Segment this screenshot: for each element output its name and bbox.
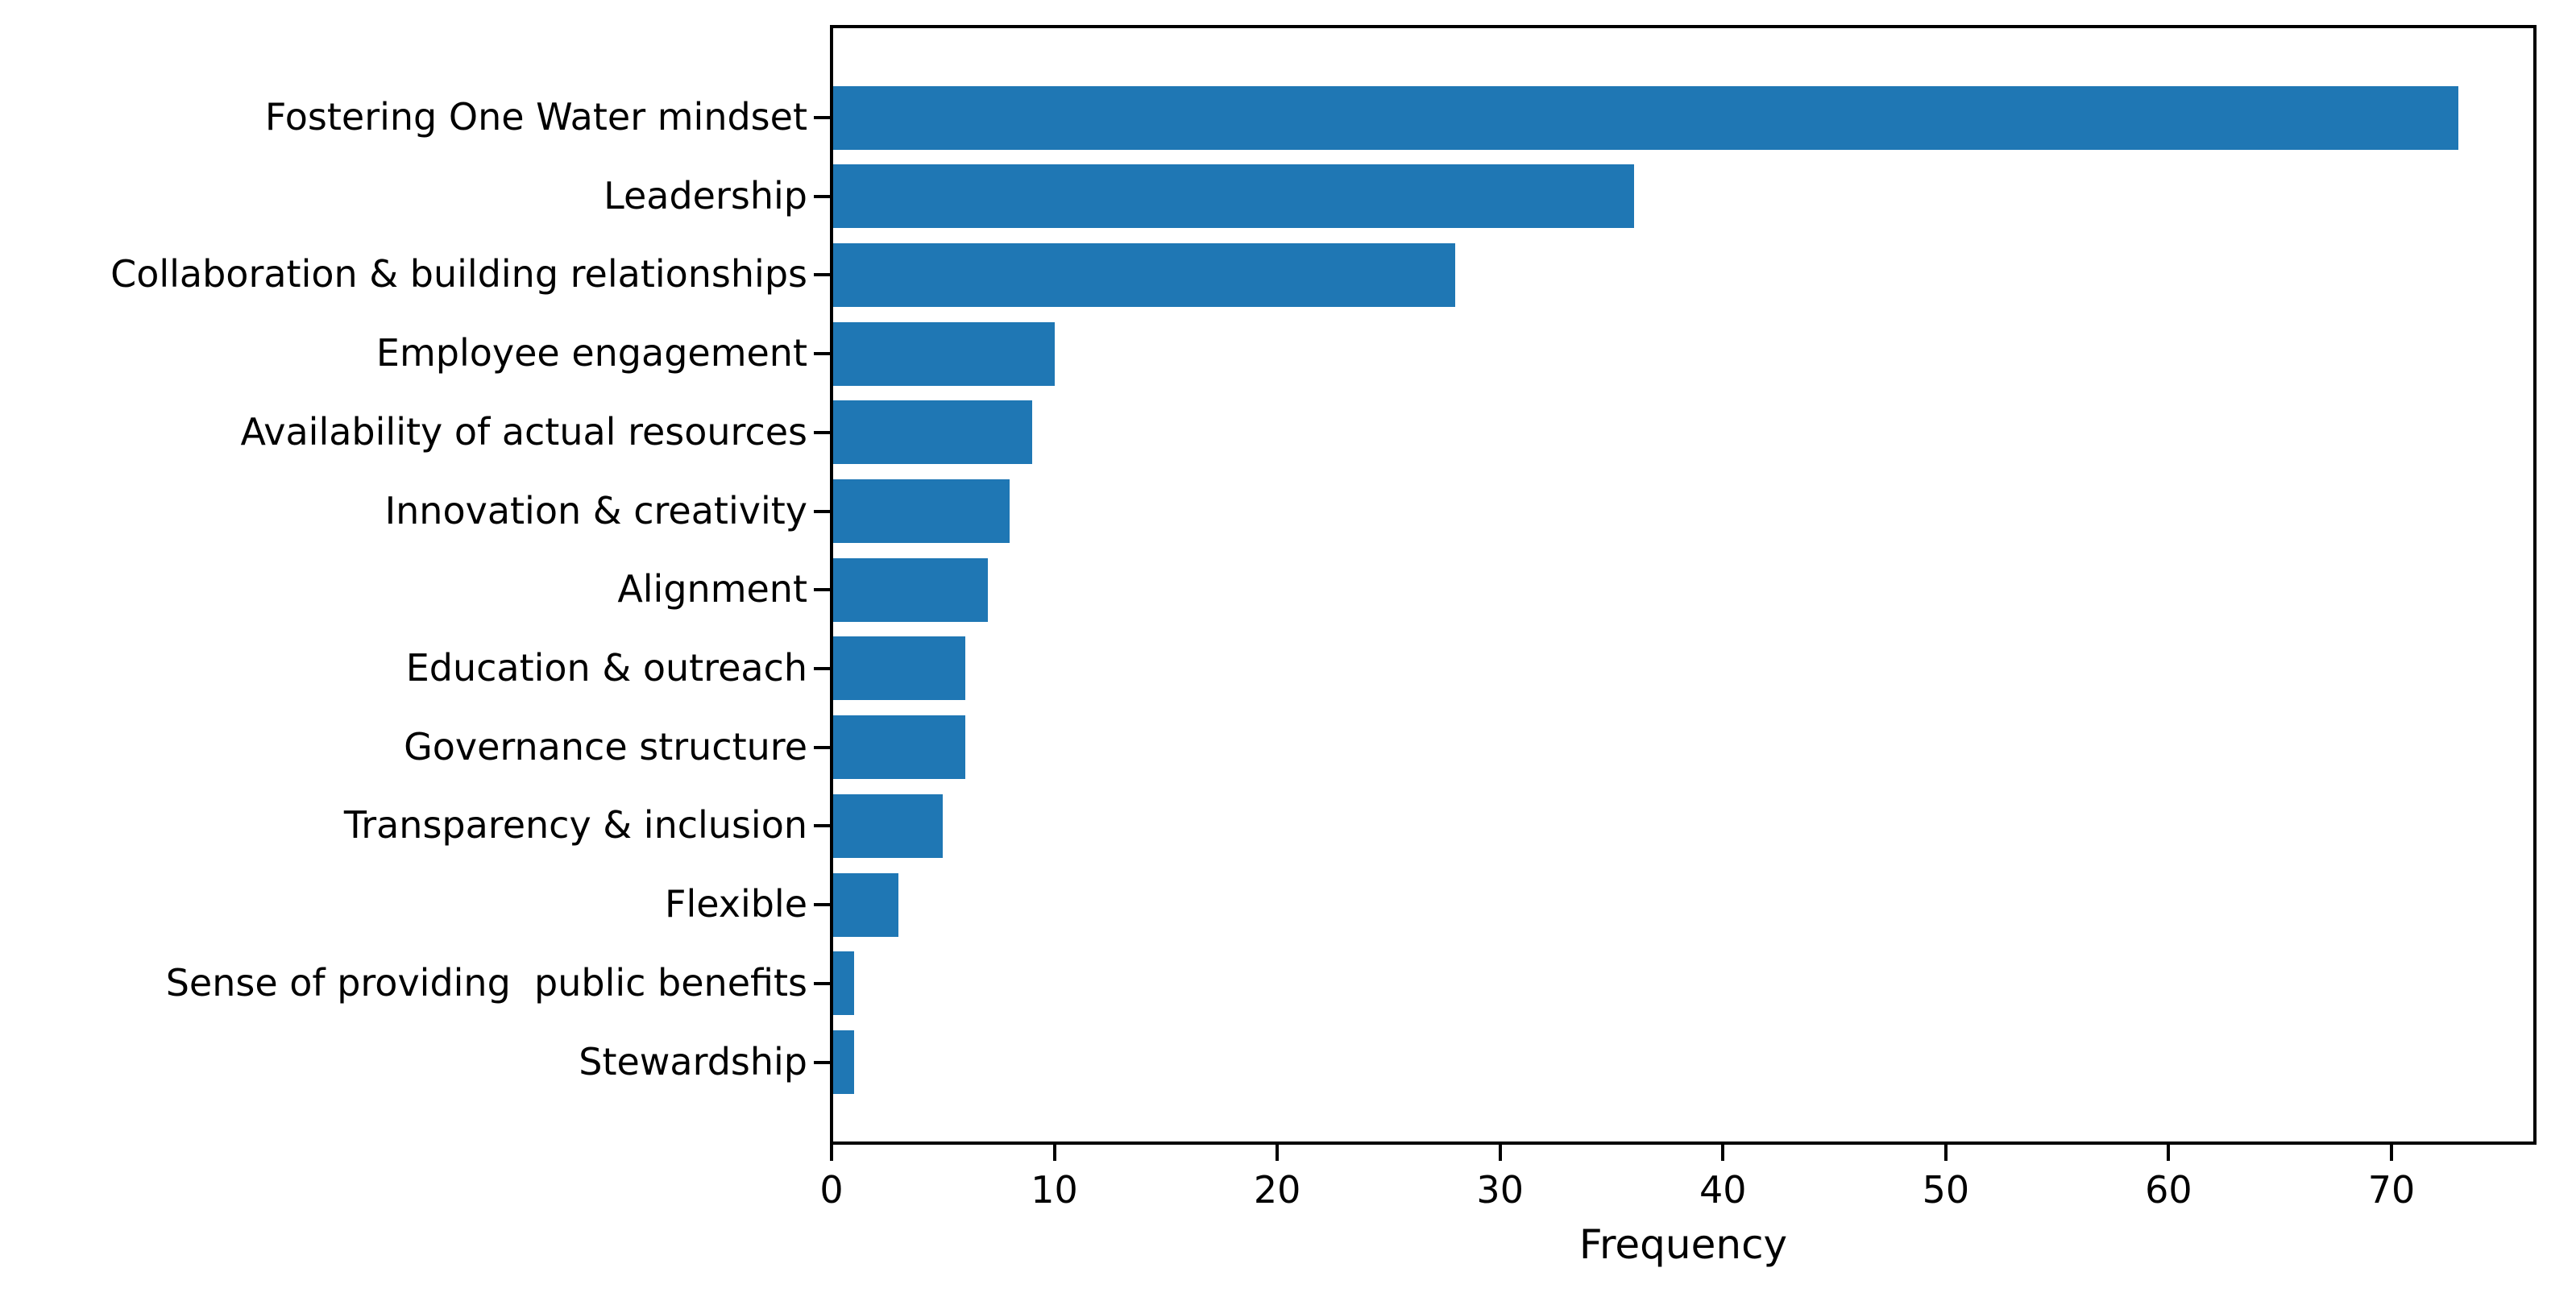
category-label: Leadership [604, 173, 807, 218]
bar [832, 400, 1032, 465]
y-tick [814, 352, 830, 356]
x-tick-label: 60 [2145, 1168, 2192, 1212]
bar [832, 715, 965, 780]
x-tick-label: 50 [1922, 1168, 1970, 1212]
x-tick [1052, 1143, 1056, 1161]
bar [832, 85, 2458, 150]
bar [832, 951, 854, 1016]
y-tick [814, 903, 830, 907]
category-label: Sense of providing public benefits [165, 960, 807, 1005]
category-label: Innovation & creativity [384, 488, 807, 532]
x-tick-label: 10 [1031, 1168, 1078, 1212]
x-tick-label: 0 [819, 1168, 844, 1212]
y-tick [814, 824, 830, 828]
category-label: Governance structure [404, 724, 807, 769]
category-label: Transparency & inclusion [343, 803, 807, 847]
x-tick [1721, 1143, 1725, 1161]
category-label: Stewardship [579, 1039, 807, 1083]
y-tick [814, 666, 830, 670]
y-tick [814, 745, 830, 749]
bar [832, 557, 988, 622]
y-tick [814, 588, 830, 592]
y-tick [814, 116, 830, 119]
x-tick [1943, 1143, 1948, 1161]
bar [832, 164, 1634, 229]
bar [832, 242, 1456, 307]
category-label: Collaboration & building relationships [110, 252, 807, 296]
x-axis-label: Frequency [1578, 1221, 1788, 1268]
x-tick [2389, 1143, 2393, 1161]
x-tick-label: 20 [1253, 1168, 1301, 1212]
x-tick-label: 70 [2367, 1168, 2416, 1212]
y-tick [814, 1060, 830, 1064]
category-label: Alignment [617, 567, 807, 611]
bar [832, 479, 1010, 544]
category-label: Availability of actual resources [240, 409, 808, 454]
bar [832, 321, 1055, 386]
x-tick [1498, 1143, 1502, 1161]
category-label: Education & outreach [405, 645, 807, 690]
bar [832, 872, 898, 937]
bar [832, 793, 944, 858]
y-tick [814, 509, 830, 513]
x-tick-label: 30 [1476, 1168, 1524, 1212]
category-label: Fostering One Water mindset [264, 94, 807, 139]
y-tick [814, 194, 830, 198]
x-tick [1276, 1143, 1280, 1161]
x-tick-label: 40 [1699, 1168, 1747, 1212]
x-tick [2167, 1143, 2171, 1161]
y-tick [814, 273, 830, 277]
bar [832, 636, 965, 701]
y-tick [814, 430, 830, 434]
bar [832, 1030, 854, 1095]
category-label: Flexible [664, 882, 807, 926]
x-tick [830, 1143, 833, 1161]
y-tick [814, 981, 830, 985]
category-label: Employee engagement [375, 331, 807, 375]
